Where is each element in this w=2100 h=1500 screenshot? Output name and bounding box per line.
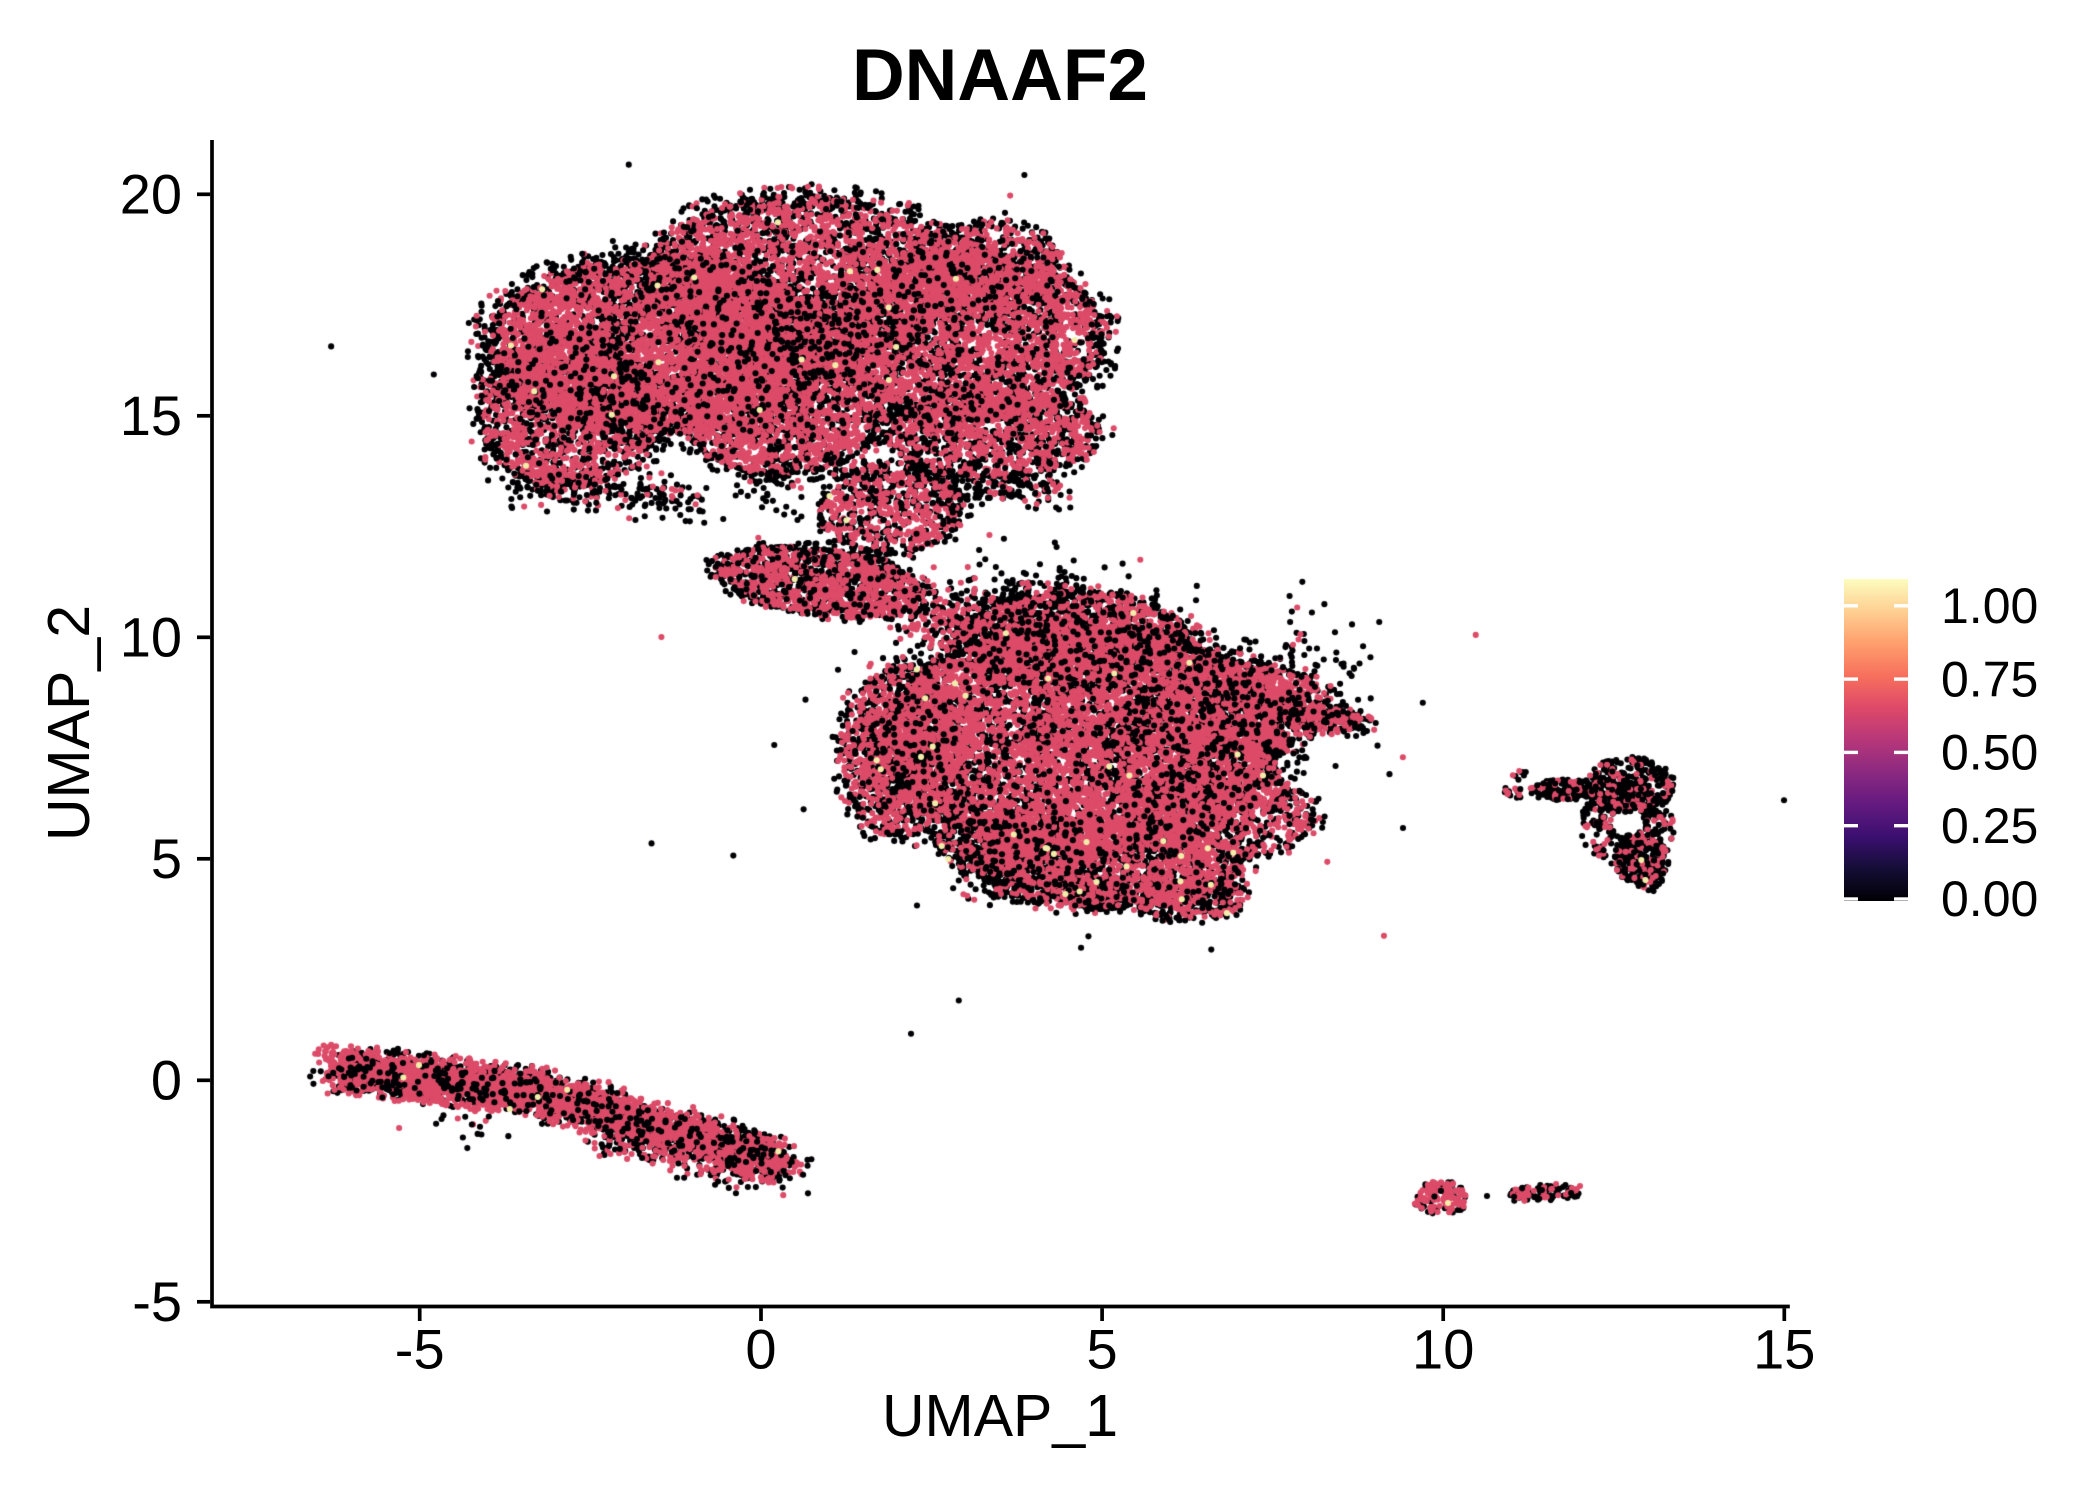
svg-text:20: 20 [120, 163, 182, 226]
svg-text:10: 10 [120, 606, 182, 669]
svg-text:1.00: 1.00 [1941, 578, 2038, 634]
svg-text:UMAP_1: UMAP_1 [882, 1383, 1118, 1449]
svg-text:5: 5 [151, 827, 182, 890]
svg-text:15: 15 [120, 384, 182, 447]
svg-text:0.00: 0.00 [1941, 871, 2038, 927]
svg-text:-5: -5 [132, 1270, 182, 1333]
svg-text:5: 5 [1087, 1318, 1118, 1381]
svg-text:DNAAF2: DNAAF2 [852, 35, 1148, 116]
svg-text:0: 0 [151, 1049, 182, 1112]
svg-text:0.25: 0.25 [1941, 798, 2038, 854]
svg-text:0: 0 [745, 1318, 776, 1381]
svg-text:0.50: 0.50 [1941, 725, 2038, 781]
svg-text:UMAP_2: UMAP_2 [36, 605, 102, 841]
svg-text:-5: -5 [395, 1318, 445, 1381]
svg-text:10: 10 [1412, 1318, 1474, 1381]
svg-text:15: 15 [1753, 1318, 1815, 1381]
svg-text:0.75: 0.75 [1941, 651, 2038, 707]
